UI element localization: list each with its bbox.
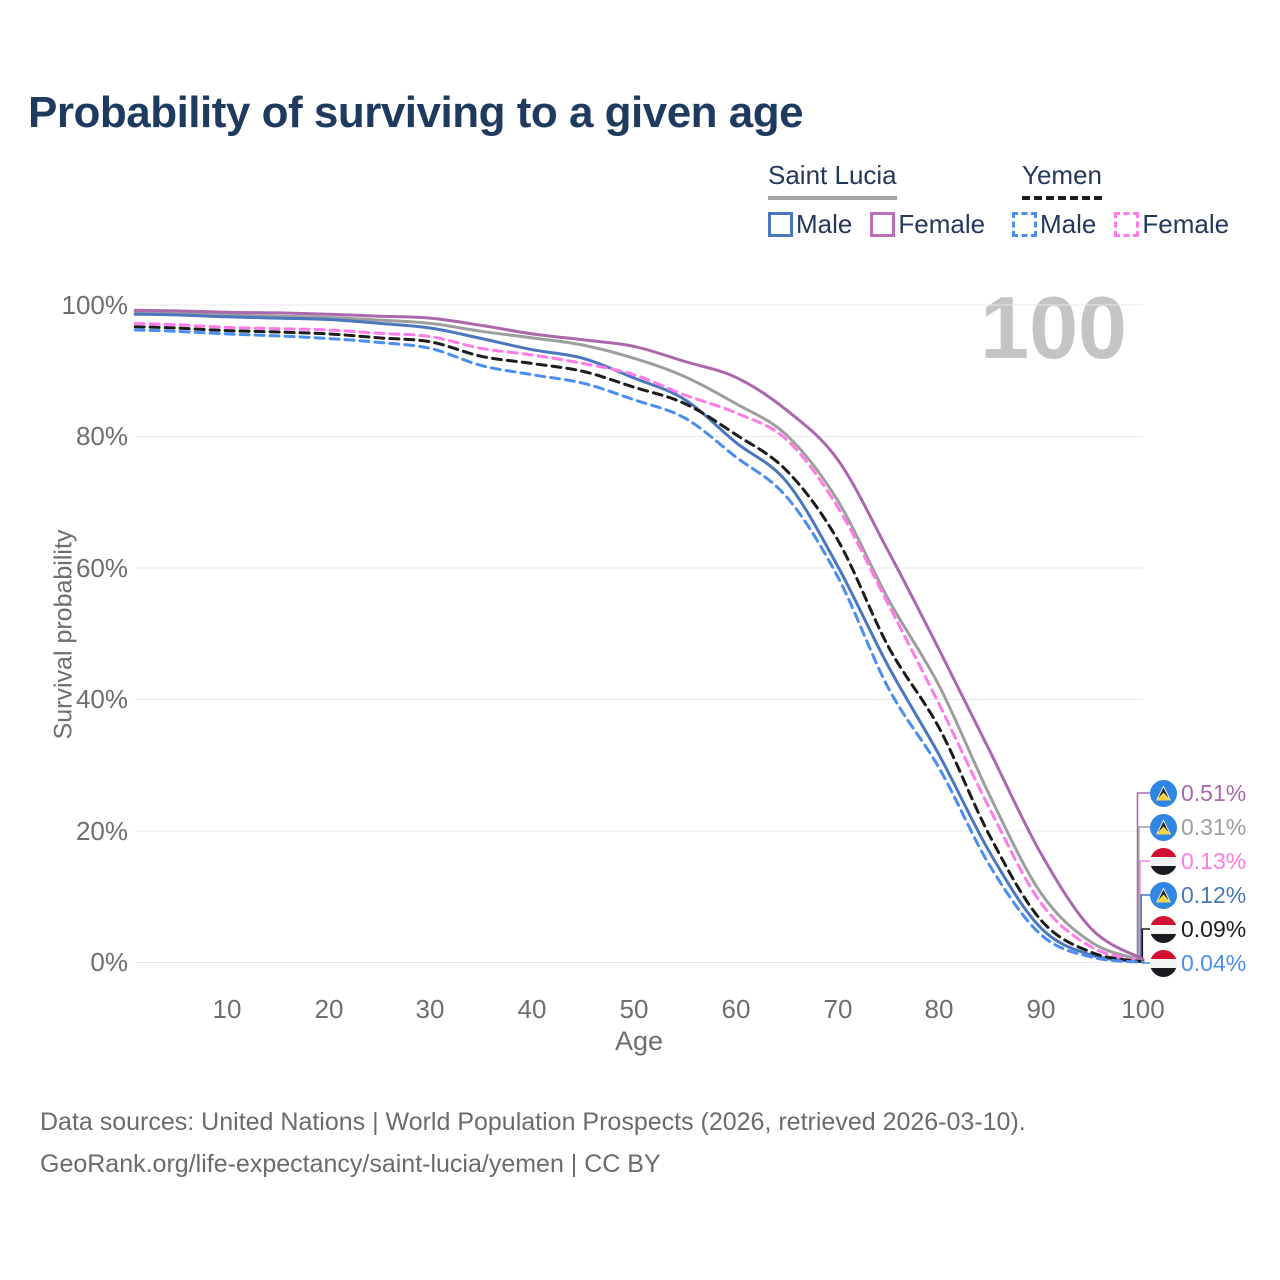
attribution-line: GeoRank.org/life-expectancy/saint-lucia/…: [40, 1150, 661, 1178]
end-label-saint-lucia-female: 0.51%: [1150, 778, 1246, 808]
end-label-yemen-male: 0.04%: [1150, 948, 1246, 978]
end-value: 0.51%: [1181, 779, 1247, 806]
yemen-flag-icon: [1150, 915, 1177, 943]
series-line-saint-lucia[interactable]: [133, 310, 1145, 962]
x-tick-90: 90: [1026, 994, 1056, 1024]
end-value: 0.31%: [1181, 813, 1247, 840]
y-tick-60: 60%: [75, 553, 128, 583]
series-line-yemen-male[interactable]: [133, 328, 1145, 964]
label-leaders: [1136, 792, 1151, 964]
x-tick-60: 60: [721, 994, 751, 1024]
x-tick-30: 30: [415, 994, 445, 1024]
x-tick-10: 10: [212, 994, 242, 1024]
y-tick-20: 20%: [75, 816, 128, 846]
x-tick-70: 70: [823, 994, 853, 1024]
legend-item-saint-lucia-male[interactable]: Male: [768, 209, 852, 240]
x-tick-40: 40: [517, 994, 547, 1024]
y-tick-80: 80%: [75, 421, 128, 451]
legend-swatch-dashed-pink[interactable]: [1114, 212, 1140, 237]
saint-lucia-flag-icon: [1150, 779, 1177, 807]
saint-lucia-flag-icon: [1150, 813, 1177, 841]
end-label-saint-lucia: 0.31%: [1150, 812, 1246, 842]
legend-swatch-dashed-blue[interactable]: [1012, 212, 1037, 237]
legend-item-label: Male: [796, 209, 853, 239]
legend-group-yemen: Yemen Male Female: [1012, 160, 1247, 240]
x-tick-80: 80: [924, 994, 954, 1024]
legend-item-saint-lucia-female[interactable]: Female: [870, 209, 985, 240]
series-line-saint-lucia-male[interactable]: [133, 312, 1145, 964]
legend-header-yemen[interactable]: Yemen: [1022, 160, 1102, 200]
legend-item-yemen-male[interactable]: Male: [1012, 209, 1096, 240]
page-title: Probability of surviving to a given age: [28, 88, 804, 137]
y-axis-title: Survival probability: [49, 529, 78, 740]
legend-item-label: Male: [1040, 209, 1097, 239]
series-line-yemen[interactable]: [133, 325, 1145, 964]
x-tick-100: 100: [1121, 994, 1165, 1024]
x-tick-20: 20: [314, 994, 344, 1024]
legend-swatch-solid-purple[interactable]: [870, 212, 896, 237]
yemen-flag-icon: [1150, 949, 1177, 977]
yemen-flag-icon: [1150, 847, 1177, 875]
legend-item-yemen-female[interactable]: Female: [1114, 209, 1229, 240]
end-value: 0.12%: [1181, 881, 1247, 908]
x-axis-title: Age: [614, 1026, 664, 1056]
legend-row: Male Female: [768, 209, 1003, 240]
legend-row: Male Female: [1012, 209, 1247, 240]
saint-lucia-flag-icon: [1150, 881, 1177, 909]
end-label-yemen: 0.09%: [1150, 914, 1246, 944]
legend-item-label: Female: [898, 209, 986, 239]
x-tick-50: 50: [619, 994, 649, 1024]
y-tick-0: 0%: [90, 947, 128, 977]
series-lines: [133, 308, 1145, 964]
legend-swatch-solid-blue[interactable]: [768, 212, 793, 237]
end-value: 0.09%: [1181, 915, 1247, 942]
data-sources-line: Data sources: United Nations | World Pop…: [40, 1108, 1026, 1136]
series-line-saint-lucia-female[interactable]: [133, 308, 1145, 961]
y-tick-40: 40%: [75, 684, 128, 714]
end-value: 0.04%: [1181, 949, 1247, 976]
end-value: 0.13%: [1181, 847, 1247, 874]
gridlines: [135, 304, 1143, 963]
legend-group-saint-lucia: Saint Lucia Male Female: [768, 160, 1003, 240]
legend-item-label: Female: [1142, 209, 1230, 239]
legend-header-saint-lucia[interactable]: Saint Lucia: [768, 160, 897, 200]
end-label-yemen-female: 0.13%: [1150, 846, 1246, 876]
series-line-yemen-female[interactable]: [133, 321, 1145, 964]
age-100-watermark: 100: [980, 278, 1127, 377]
end-label-saint-lucia-male: 0.12%: [1150, 880, 1246, 910]
y-tick-100: 100%: [61, 290, 129, 320]
